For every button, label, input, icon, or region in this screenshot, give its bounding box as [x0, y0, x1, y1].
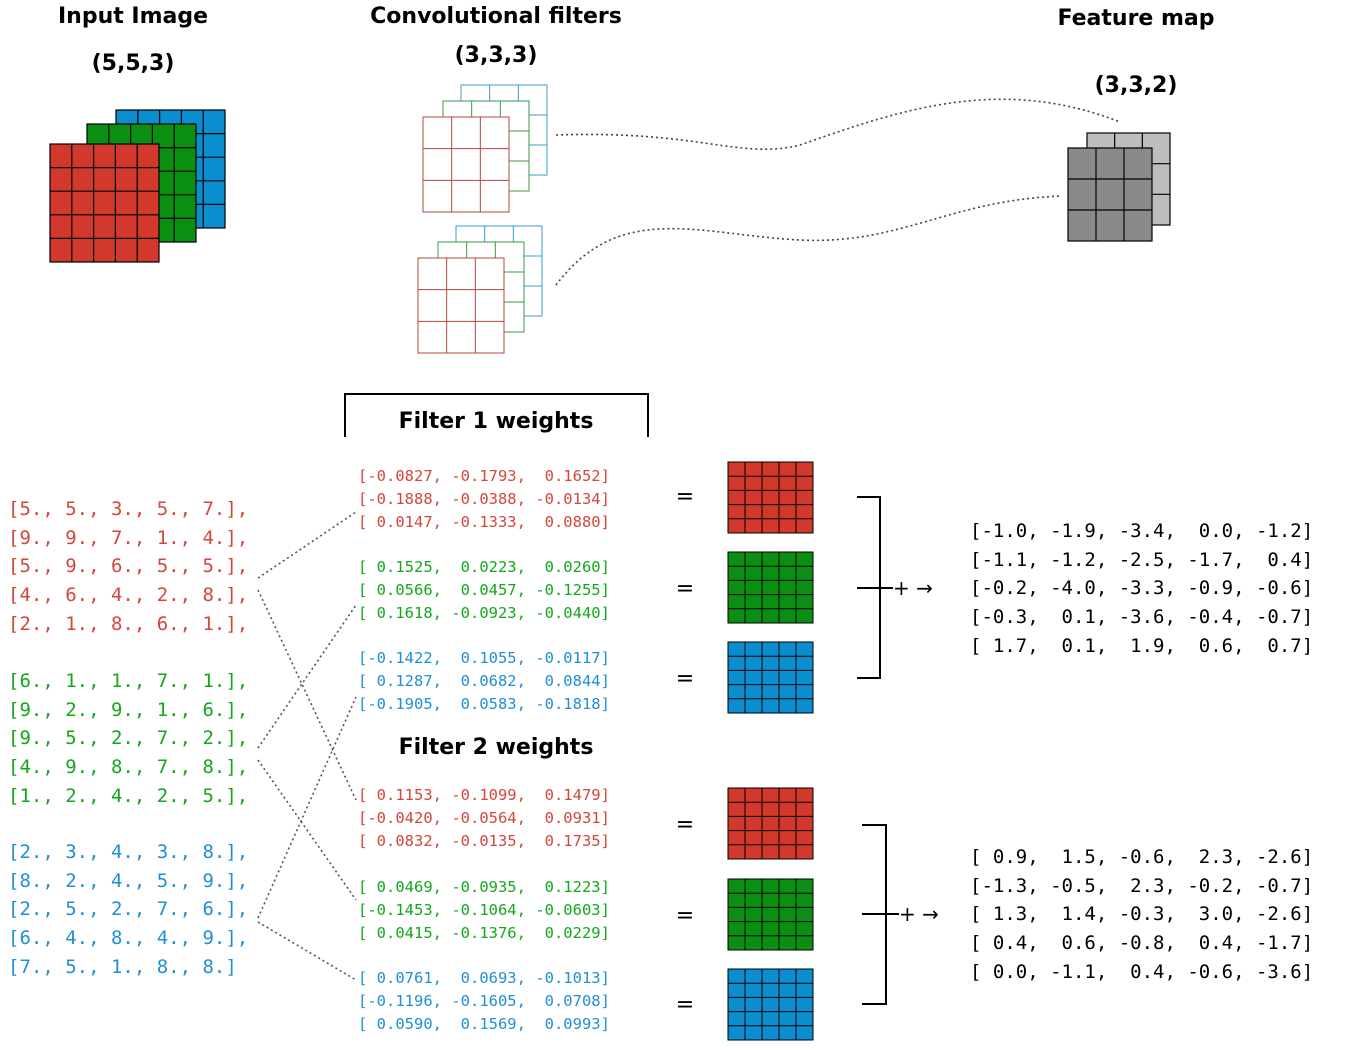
input-array-row: [8., 2., 4., 5., 9.], [8, 869, 249, 892]
link-red-to-f1 [257, 511, 357, 579]
result-row: [ 1.7, 0.1, 1.9, 0.6, 0.7] [970, 634, 1314, 657]
weight-row: [ 0.1618, -0.0923, -0.0440] [358, 604, 610, 622]
equals-sign: = [675, 484, 695, 510]
filter1-weights-frame [344, 393, 649, 437]
result-row: [ 0.0, -1.1, 0.4, -0.6, -3.6] [970, 960, 1314, 983]
weight-row: [ 0.0832, -0.0135, 0.1735] [358, 832, 610, 850]
result-row: [ 0.4, 0.6, -0.8, 0.4, -1.7] [970, 932, 1314, 955]
input-image-title: Input Image [57, 4, 209, 29]
sum-arrow-filter1: + → [893, 576, 933, 600]
weight-row: [ 0.0761, 0.0693, -0.1013] [358, 969, 610, 987]
result-row: [-0.3, 0.1, -3.6, -0.4, -0.7] [970, 606, 1314, 629]
feature-map-cube [1067, 132, 1171, 242]
link-red-to-f2 [257, 589, 357, 801]
filter2-channel-result-green [727, 878, 814, 951]
filter1-channel-result-blue [727, 641, 814, 714]
weight-row: [-0.0827, -0.1793, 0.1652] [358, 467, 610, 485]
sum-arrow-filter2: + → [899, 902, 939, 926]
filter-icon-1 [422, 84, 548, 213]
result-row: [-1.1, -1.2, -2.5, -1.7, 0.4] [970, 548, 1314, 571]
weight-row: [-0.0420, -0.0564, 0.0931] [358, 809, 610, 827]
input-array-row: [2., 5., 2., 7., 6.], [8, 898, 249, 921]
weight-row: [ 0.0590, 0.1569, 0.0993] [358, 1015, 610, 1033]
link-blue-to-f2 [257, 921, 357, 981]
sum-brackets [857, 496, 899, 1005]
weight-row: [-0.1905, 0.0583, -0.1818] [358, 695, 610, 713]
equals-sign: = [675, 666, 695, 692]
feature-channel-1 [1067, 147, 1153, 242]
input-array-row: [9., 9., 7., 1., 4.], [8, 526, 249, 549]
weight-row: [ 0.1287, 0.0682, 0.0844] [358, 672, 610, 690]
weight-row: [-0.1422, 0.1055, -0.0117] [358, 649, 610, 667]
weight-row: [ 0.0566, 0.0457, -0.1255] [358, 581, 610, 599]
equals-sign: = [675, 812, 695, 838]
input-image-cube [49, 109, 226, 263]
equals-sign: = [675, 576, 695, 602]
input-array-row: [6., 1., 1., 7., 1.], [8, 670, 249, 692]
input-channel-red [49, 143, 160, 263]
feature-map-title: Feature map [1057, 6, 1215, 31]
filter1-to-feature-curve [555, 98, 1121, 151]
input-array-row: [9., 2., 9., 1., 6.], [8, 698, 249, 721]
input-array-row: [6., 4., 8., 4., 9.], [8, 927, 249, 950]
weight-row: [ 0.1525, 0.0223, 0.0260] [358, 558, 610, 576]
arrow-right-icon: → [916, 576, 933, 600]
input-array-row: [1., 2., 4., 2., 5.], [8, 784, 249, 807]
filter2-to-feature-curve [555, 195, 1063, 286]
feature-map-shape: (3,3,2) [1094, 73, 1178, 98]
filter1-channel-result-red [727, 461, 814, 534]
result-row: [ 1.3, 1.4, -0.3, 3.0, -2.6] [970, 903, 1314, 926]
filter1-weights-title: Filter 1 weights [392, 409, 600, 434]
weight-row: [-0.1196, -0.1605, 0.0708] [358, 992, 610, 1010]
channel-result-grids [727, 461, 814, 1041]
input-array-row: [9., 5., 2., 7., 2.], [8, 727, 249, 750]
input-array-row: [7., 5., 1., 8., 8.] [8, 955, 237, 978]
filter2-weights-title: Filter 2 weights [398, 735, 594, 760]
link-blue-to-f1 [257, 696, 357, 919]
filter-2-red [417, 257, 505, 354]
filter-icon-2 [417, 225, 543, 354]
weight-row: [ 0.0415, -0.1376, 0.0229] [358, 924, 610, 942]
input-image-shape: (5,5,3) [91, 51, 175, 76]
equals-sign: = [675, 992, 695, 1018]
result-matrix-filter1: [-1.0, -1.9, -3.4, 0.0, -1.2] [-1.1, -1.2… [970, 517, 1313, 661]
input-array-row: [5., 9., 6., 5., 5.], [8, 555, 249, 578]
input-array-row: [2., 3., 4., 3., 8.], [8, 841, 249, 863]
result-row: [-1.0, -1.9, -3.4, 0.0, -1.2] [970, 520, 1314, 542]
filter1-channel-result-green [727, 551, 814, 624]
conv-filters-shape: (3,3,3) [454, 43, 538, 68]
result-row: [-0.2, -4.0, -3.3, -0.9, -0.6] [970, 577, 1314, 600]
equals-sign: = [675, 903, 695, 929]
input-array-row: [4., 9., 8., 7., 8.], [8, 756, 249, 779]
weight-row: [-0.1888, -0.0388, -0.0134] [358, 490, 610, 508]
input-array-row: [4., 6., 4., 2., 8.], [8, 584, 249, 607]
result-row: [ 0.9, 1.5, -0.6, 2.3, -2.6] [970, 846, 1314, 868]
input-array-row: [2., 1., 8., 6., 1.], [8, 612, 249, 635]
filter-icons [417, 84, 548, 354]
link-green-to-f2 [257, 759, 357, 901]
filter2-channel-result-blue [727, 968, 814, 1041]
weight-row: [ 0.1153, -0.1099, 0.1479] [358, 786, 610, 804]
input-array-row: [5., 5., 3., 5., 7.], [8, 498, 249, 520]
filter2-channel-result-red [727, 787, 814, 860]
arrow-right-icon: → [922, 902, 939, 926]
weight-row: [ 0.0147, -0.1333, 0.0880] [358, 513, 610, 531]
result-row: [-1.3, -0.5, 2.3, -0.2, -0.7] [970, 874, 1314, 897]
weight-row: [-0.1453, -0.1064, -0.0603] [358, 901, 610, 919]
dotted-connectors [257, 98, 1121, 981]
filter-1-red [422, 116, 510, 213]
link-green-to-f1 [257, 604, 357, 749]
conv-filters-title: Convolutional filters [370, 4, 622, 29]
result-matrix-filter2: [ 0.9, 1.5, -0.6, 2.3, -2.6] [-1.3, -0.5,… [970, 843, 1313, 987]
weight-row: [ 0.0469, -0.0935, 0.1223] [358, 878, 610, 896]
